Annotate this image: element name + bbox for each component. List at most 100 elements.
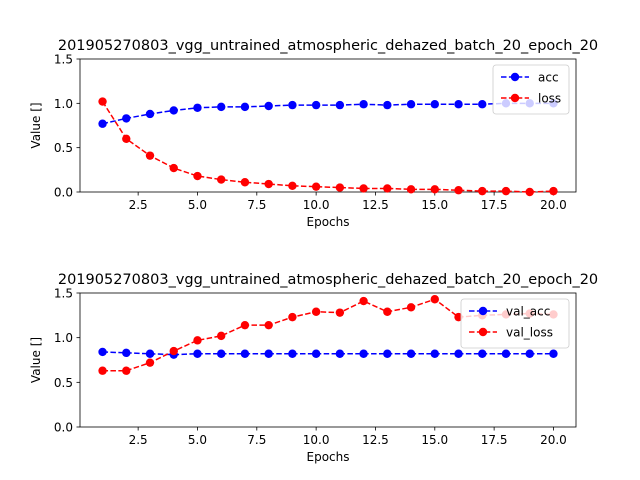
top-chart: 201905270803_vgg_untrained_atmospheric_d… <box>29 38 598 229</box>
data-point-val_loss <box>406 303 416 312</box>
data-point-val_acc <box>145 349 155 358</box>
data-point-loss <box>478 186 487 196</box>
data-point-val_loss <box>430 295 439 304</box>
data-point-val_acc <box>478 349 487 358</box>
data-point-val_acc <box>359 349 368 358</box>
data-point-val_loss <box>359 296 368 306</box>
legend-marker-val_acc <box>478 306 488 316</box>
data-point-val_acc <box>525 349 534 358</box>
data-point-loss <box>193 171 202 181</box>
x-tick-label: 10.0 <box>303 433 330 447</box>
legend-label-acc: acc <box>538 71 559 85</box>
data-point-acc <box>406 100 416 109</box>
data-point-acc <box>430 100 439 109</box>
data-point-acc <box>288 100 297 110</box>
data-point-acc <box>359 100 368 109</box>
chart-title: 201905270803_vgg_untrained_atmospheric_d… <box>58 38 598 54</box>
y-tick-label: 0.5 <box>54 376 73 390</box>
legend-label-val_loss: val_loss <box>506 326 553 340</box>
legend-marker-val_loss <box>478 327 488 337</box>
x-tick-label: 17.5 <box>481 198 508 212</box>
x-tick-label: 15.0 <box>421 433 448 447</box>
y-tick-label: 1.5 <box>54 287 73 301</box>
y-tick-label: 1.0 <box>54 331 73 345</box>
y-axis-label: Value [] <box>29 337 43 383</box>
data-point-acc <box>335 100 345 110</box>
data-point-loss <box>454 186 463 195</box>
data-point-val_acc <box>193 349 202 358</box>
series-line-loss <box>101 101 554 193</box>
data-point-val_acc <box>240 349 250 358</box>
data-point-loss <box>549 186 558 196</box>
x-axis-label: Epochs <box>307 450 350 464</box>
data-point-loss <box>383 184 392 193</box>
y-tick-label: 1.5 <box>54 53 73 67</box>
data-point-val_loss <box>122 366 131 375</box>
data-point-loss <box>311 182 321 191</box>
data-point-loss <box>145 151 155 160</box>
data-point-val_loss <box>169 346 178 356</box>
x-tick-label: 20.0 <box>540 433 567 447</box>
data-point-loss <box>240 178 250 187</box>
data-point-loss <box>288 181 297 190</box>
x-tick-label: 10.0 <box>303 198 330 212</box>
data-point-loss <box>122 134 131 143</box>
x-tick-label: 5.0 <box>188 433 207 447</box>
data-point-loss <box>359 184 368 193</box>
data-point-acc <box>311 100 321 110</box>
data-point-val_loss <box>311 307 321 316</box>
data-point-loss <box>406 185 416 194</box>
data-point-loss <box>217 175 226 184</box>
x-tick-label: 2.5 <box>129 198 148 212</box>
data-point-val_acc <box>501 349 511 358</box>
data-point-acc <box>169 106 178 115</box>
data-point-val_acc <box>383 349 392 358</box>
data-point-acc <box>122 114 131 123</box>
data-point-val_loss <box>288 312 297 322</box>
x-tick-label: 7.5 <box>247 198 266 212</box>
data-point-val_loss <box>98 366 107 375</box>
data-point-loss <box>264 179 273 189</box>
legend-label-val_acc: val_acc <box>506 305 550 319</box>
data-point-val_loss <box>217 331 226 341</box>
bottom-chart: 201905270803_vgg_untrained_atmospheric_d… <box>29 272 598 464</box>
legend-label-loss: loss <box>538 92 561 106</box>
data-point-acc <box>98 119 107 128</box>
chart-title: 201905270803_vgg_untrained_atmospheric_d… <box>58 272 598 288</box>
data-point-val_loss <box>264 320 273 330</box>
data-point-acc <box>193 103 202 112</box>
data-point-loss <box>430 185 439 194</box>
data-point-acc <box>454 100 463 109</box>
data-point-val_acc <box>98 347 107 357</box>
data-point-loss <box>335 183 345 192</box>
data-point-loss <box>525 187 534 197</box>
x-tick-label: 7.5 <box>247 433 266 447</box>
y-tick-label: 0.5 <box>54 141 73 155</box>
x-tick-label: 15.0 <box>421 198 448 212</box>
y-tick-label: 0.0 <box>54 421 73 435</box>
axes-frame <box>79 58 577 193</box>
data-point-val_acc <box>217 349 226 358</box>
axes-frame <box>79 292 577 428</box>
y-tick-label: 0.0 <box>54 186 73 200</box>
data-point-val_acc <box>406 349 416 358</box>
data-point-acc <box>478 100 487 109</box>
data-point-val_loss <box>145 358 155 367</box>
data-point-loss <box>169 163 178 173</box>
legend-marker-acc <box>510 72 520 82</box>
data-point-acc <box>264 101 273 111</box>
data-point-val_acc <box>311 349 321 358</box>
data-point-val_acc <box>335 349 345 358</box>
data-point-val_acc <box>549 349 558 358</box>
data-point-val_acc <box>122 348 131 358</box>
data-point-loss <box>98 97 107 106</box>
data-point-val_acc <box>288 349 297 358</box>
data-point-acc <box>383 100 392 110</box>
data-point-val_acc <box>264 349 273 358</box>
data-point-loss <box>501 186 511 196</box>
x-tick-label: 17.5 <box>481 433 508 447</box>
data-point-val_acc <box>454 349 463 358</box>
x-tick-label: 20.0 <box>540 198 567 212</box>
data-point-acc <box>217 102 226 112</box>
